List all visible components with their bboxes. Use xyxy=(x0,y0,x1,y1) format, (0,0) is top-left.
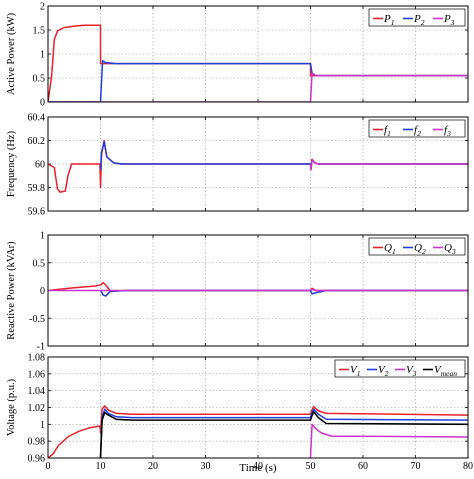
y-tick-label: 1.06 xyxy=(28,369,46,380)
y-tick-label: -1 xyxy=(37,342,45,353)
legend-label: f1 xyxy=(384,124,391,138)
y-tick-label: 59.6 xyxy=(28,207,46,218)
y-tick-label: 60.4 xyxy=(28,113,46,124)
y-axis-label: Voltage (p.u.) xyxy=(6,378,17,436)
legend-label: Q3 xyxy=(444,242,456,256)
y-tick-label: 1.5 xyxy=(33,26,46,37)
legend-box xyxy=(334,359,466,378)
legend-subscript: 1 xyxy=(357,369,361,378)
y-tick-label: 1.02 xyxy=(28,403,46,414)
legend-subscript: 3 xyxy=(412,369,417,378)
legend-subscript: 3 xyxy=(450,18,455,27)
x-tick-label: 0 xyxy=(46,461,51,472)
series-line-q-2 xyxy=(99,289,468,297)
legend-label: f2 xyxy=(414,124,421,138)
plot-frame xyxy=(47,5,469,103)
series-line-f-2 xyxy=(99,140,468,170)
y-tick-label: 1.04 xyxy=(28,386,46,397)
y-tick-label: 0.98 xyxy=(28,437,46,448)
chart-panel-1: 0 0.5 1 1.5 2 Active Power (kW) P1 P2 P3 xyxy=(6,2,469,109)
x-tick-label: 40 xyxy=(253,461,263,472)
legend-subscript: mean xyxy=(441,369,457,378)
series-group xyxy=(48,281,468,297)
legend: V1 V2 V3 Vmean xyxy=(334,359,466,378)
legend-label: P2 xyxy=(413,13,425,27)
series-group xyxy=(48,405,468,458)
x-tick-label: 70 xyxy=(411,461,421,472)
y-tick-label: 0.96 xyxy=(28,454,46,465)
y-tick-label: 0.5 xyxy=(33,258,46,269)
legend-label: P1 xyxy=(383,13,394,27)
legend-label: Q1 xyxy=(384,242,396,256)
legend-label: f3 xyxy=(444,124,451,138)
x-tick-label: 50 xyxy=(306,461,316,472)
legend-box xyxy=(368,237,466,256)
plot-frame xyxy=(47,234,469,347)
legend-label: V3 xyxy=(406,364,417,378)
legend-box xyxy=(368,8,466,27)
legend-subscript: 1 xyxy=(392,247,396,256)
legend-label: V2 xyxy=(378,364,389,378)
y-tick-label: -0.5 xyxy=(29,314,45,325)
y-tick-label: 1.08 xyxy=(28,353,46,364)
plot-frame xyxy=(47,116,469,212)
y-axis-label: Frequency (Hz) xyxy=(6,130,17,197)
x-tick-label: 80 xyxy=(463,461,473,472)
legend: P1 P2 P3 xyxy=(368,8,466,27)
x-tick-label: 60 xyxy=(358,461,368,472)
x-tick-label: 30 xyxy=(201,461,211,472)
y-tick-label: 2 xyxy=(40,2,45,13)
y-tick-label: 1 xyxy=(40,50,45,61)
series-line-q-3 xyxy=(48,288,468,292)
y-tick-label: 0.5 xyxy=(33,74,46,85)
y-tick-label: 60 xyxy=(35,160,45,171)
y-tick-label: 60.2 xyxy=(28,136,46,147)
series-line-f-3 xyxy=(309,158,468,171)
series-line-p-3 xyxy=(48,72,468,102)
legend-subscript: 2 xyxy=(417,129,421,138)
legend-label: P3 xyxy=(443,13,455,27)
series-line-q-1 xyxy=(48,281,468,292)
series-line-v-1 xyxy=(48,405,468,458)
legend-subscript: 1 xyxy=(391,18,395,27)
y-tick-label: 1 xyxy=(40,420,45,431)
series-group xyxy=(48,139,468,193)
legend-label: V1 xyxy=(350,364,360,378)
x-axis-label: Time (s) xyxy=(239,462,277,474)
legend-subscript: 3 xyxy=(451,247,456,256)
series-group xyxy=(48,24,468,102)
legend-label: Q2 xyxy=(414,242,426,256)
plot-frame xyxy=(47,356,469,459)
y-tick-label: 0 xyxy=(40,98,45,109)
legend-subscript: 2 xyxy=(421,18,425,27)
series-line-v-3 xyxy=(309,423,468,458)
legend-box xyxy=(368,119,466,138)
chart-panel-3: -1 -0.5 0 0.5 1 Reactive Power (kVAr) Q1 Q2 Q3 xyxy=(6,231,469,353)
legend-subscript: 3 xyxy=(446,129,451,138)
y-axis-label: Reactive Power (kVAr) xyxy=(6,241,17,340)
x-tick-label: 20 xyxy=(148,461,158,472)
legend-subscript: 2 xyxy=(422,247,426,256)
chart-panel-4: 0 10 20 30 40 50 60 70 80 0.96 0.98 1 1.02 1.04 1.06 1.… xyxy=(6,353,473,473)
legend-subscript: 2 xyxy=(385,369,389,378)
chart-panel-2: 59.6 59.8 60 60.2 60.4 Frequency (Hz) f1 f2 f3 xyxy=(6,113,469,218)
legend-subscript: 1 xyxy=(387,129,391,138)
y-axis-label: Active Power (kW) xyxy=(6,12,17,95)
y-tick-label: 1 xyxy=(40,231,45,242)
legend: f1 f2 f3 xyxy=(368,119,466,138)
x-tick-label: 10 xyxy=(96,461,106,472)
y-tick-label: 0 xyxy=(40,286,45,297)
legend: Q1 Q2 Q3 xyxy=(368,237,466,256)
series-line-v-mean xyxy=(99,410,468,458)
y-tick-label: 59.8 xyxy=(28,183,46,194)
series-line-v-2 xyxy=(99,408,468,458)
